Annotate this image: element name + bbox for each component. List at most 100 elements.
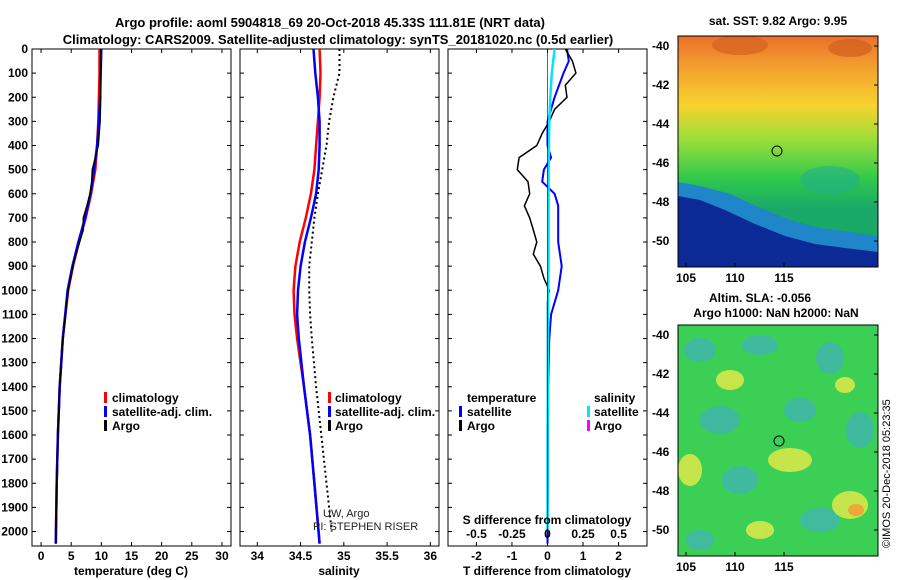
sla-map-title-line-1: Altim. SLA: -0.056 (709, 291, 811, 305)
x-tick-label: 10 (95, 549, 109, 563)
pressure-tick-label: 100 (8, 66, 28, 80)
lat-tick-label: -48 (652, 484, 670, 498)
s-difference-axis-label: S difference from climatology (463, 513, 632, 527)
x-tick-label: 5 (68, 549, 75, 563)
pressure-tick-label: 1400 (1, 380, 28, 394)
lon-tick-label: 115 (774, 560, 794, 574)
lat-tick-label: -46 (652, 156, 670, 170)
pressure-tick-label: 2000 (1, 525, 28, 539)
temperature-legend: climatology satellite-adj. clim. Argo (104, 391, 212, 433)
legend-t-argo-swatch (459, 420, 462, 431)
legend-climatology-swatch (328, 392, 331, 403)
x-tick-label: 35 (337, 549, 351, 563)
legend-satellite-swatch (104, 406, 107, 417)
sla-map (678, 325, 878, 556)
lon-tick-label: 105 (676, 271, 696, 285)
legend-s-satellite-swatch (587, 406, 590, 417)
legend-s-argo-label: Argo (594, 419, 622, 433)
pressure-tick-label: 400 (8, 139, 28, 153)
series-line-satellite-adj-clim- (295, 48, 321, 544)
sla-map-title-line-2: Argo h1000: NaN h2000: NaN (693, 306, 858, 320)
pressure-tick-label: 1500 (1, 404, 28, 418)
legend-argo-swatch (328, 420, 331, 431)
pressure-tick-label: 900 (8, 259, 28, 273)
legend-temperature-heading: temperature (467, 391, 537, 405)
pressure-tick-label: 700 (8, 211, 28, 225)
pressure-tick-label: 1600 (1, 428, 28, 442)
legend-satellite-swatch (328, 406, 331, 417)
x-tick-label: 34 (251, 549, 265, 563)
series-line-temperature-satellite (541, 48, 570, 544)
temperature-panel-frame (31, 48, 232, 547)
sla-map-frame (677, 324, 879, 557)
credit-line-2: PI: STEPHEN RISER (313, 521, 418, 533)
t-difference-axis-label: T difference from climatology (463, 564, 631, 578)
pressure-tick-label: 1000 (1, 283, 28, 297)
legend-t-satellite-swatch (459, 406, 462, 417)
pressure-tick-label: 1900 (1, 500, 28, 514)
series-line-argo (308, 49, 341, 532)
lon-tick-label: 115 (774, 271, 794, 285)
salinity-legend: climatology satellite-adj. clim. Argo (328, 391, 435, 433)
credit-line-1: UW, Argo (323, 508, 369, 520)
lat-tick-label: -50 (652, 523, 670, 537)
legend-t-argo-label: Argo (467, 419, 495, 433)
x-tick-label: 30 (215, 549, 229, 563)
pressure-tick-label: 800 (8, 235, 28, 249)
sst-argo-location-marker (771, 145, 783, 157)
pressure-tick-label: 200 (8, 90, 28, 104)
lat-tick-label: -44 (652, 406, 670, 420)
lon-tick-label: 105 (676, 560, 696, 574)
legend-t-satellite-label: satellite (467, 405, 512, 419)
lat-tick-label: -46 (652, 445, 670, 459)
x-tick-label: 34.5 (289, 549, 313, 563)
series-line-climatology (54, 49, 101, 544)
legend-s-satellite-label: satellite (594, 405, 639, 419)
pressure-tick-label: 300 (8, 114, 28, 128)
legend-satellite-label: satellite-adj. clim. (335, 405, 435, 419)
s-tick-label: -0.25 (498, 527, 526, 541)
sst-map-title: sat. SST: 9.82 Argo: 9.95 (709, 14, 848, 28)
legend-argo-label: Argo (335, 419, 363, 433)
x-tick-label: -1 (507, 549, 518, 563)
lon-tick-label: 110 (725, 271, 745, 285)
legend-argo-label: Argo (112, 419, 140, 433)
x-tick-label: 36 (424, 549, 438, 563)
sst-coldest-water-region (678, 196, 878, 267)
sst-map (678, 36, 878, 267)
pressure-tick-label: 1100 (2, 307, 28, 321)
x-tick-label: -2 (471, 549, 482, 563)
pressure-tick-label: 500 (8, 163, 28, 177)
sst-map-frame (677, 35, 879, 268)
temperature-axis-label: temperature (deg C) (74, 564, 188, 578)
pressure-tick-label: 1700 (1, 452, 28, 466)
lat-tick-label: -40 (652, 328, 670, 342)
x-tick-label: 0 (544, 549, 551, 563)
legend-climatology-swatch (104, 392, 107, 403)
title-line-2: Climatology: CARS2009. Satellite-adjuste… (63, 32, 614, 47)
sla-argo-location-marker (773, 435, 785, 447)
imos-timestamp: ©IMOS 20-Dec-2018 05:23:35 (881, 399, 893, 548)
title-line-1: Argo profile: aoml 5904818_69 20-Oct-201… (115, 15, 545, 30)
difference-legend: temperature satellite Argo salinity sate… (459, 391, 639, 433)
pressure-tick-label: 1300 (1, 356, 28, 370)
legend-climatology-label: climatology (335, 391, 402, 405)
series-line-salinity-satellite (546, 48, 556, 532)
legend-argo-swatch (104, 420, 107, 431)
pressure-tick-label: 1800 (1, 476, 28, 490)
x-tick-label: 35.5 (375, 549, 399, 563)
legend-salinity-heading: salinity (594, 391, 636, 405)
lat-tick-label: -40 (652, 39, 670, 53)
x-tick-label: 20 (155, 549, 169, 563)
lon-tick-label: 110 (725, 560, 745, 574)
pressure-tick-label: 0 (21, 42, 28, 56)
x-tick-label: 25 (185, 549, 199, 563)
s-tick-label: -0.5 (466, 527, 487, 541)
series-line-argo (55, 49, 102, 544)
s-tick-label: 0.5 (610, 527, 627, 541)
series-line-satellite-adj-clim- (54, 48, 103, 544)
legend-s-argo-swatch (587, 420, 590, 431)
s-tick-label: 0.25 (571, 527, 595, 541)
lat-tick-label: -42 (652, 367, 670, 381)
